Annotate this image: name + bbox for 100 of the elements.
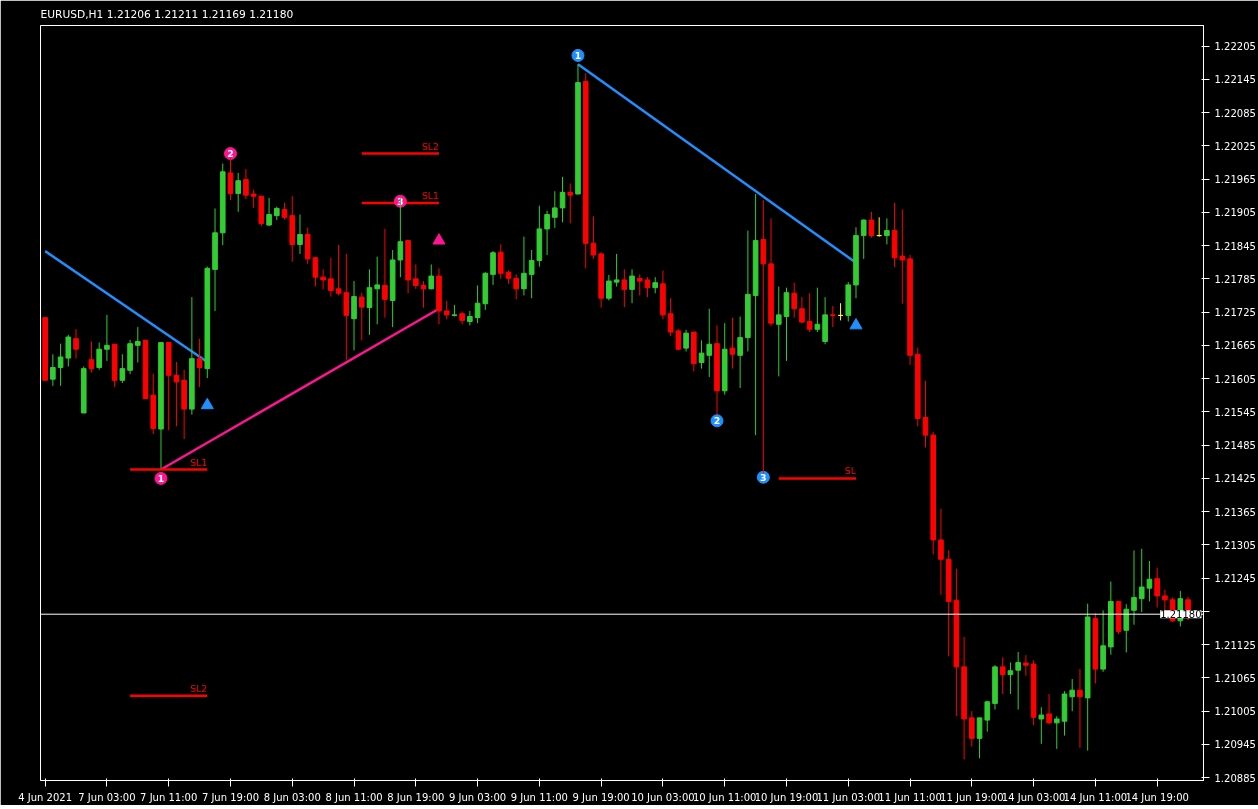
candlestick (969, 710, 975, 748)
series-label: 1 (157, 472, 165, 484)
y-tick-label: 1.22025 (1214, 140, 1256, 152)
y-tick-label: 1.20945 (1214, 739, 1256, 751)
y-tick-label: 1.21725 (1214, 307, 1256, 319)
candlestick (606, 274, 612, 301)
x-tick-label: 8 Jun 19:00 (387, 791, 445, 803)
x-tick-label: 9 Jun 11:00 (510, 791, 568, 803)
y-tick-label: 1.21245 (1214, 573, 1256, 585)
candlestick (266, 197, 272, 227)
candlestick (173, 361, 180, 427)
x-tick-label: 11 Jun 11:00 (878, 791, 942, 803)
candlestick (1069, 678, 1076, 712)
candlestick (96, 342, 103, 371)
x-tick-label: 8 Jun 11:00 (325, 791, 383, 803)
candlestick (50, 353, 56, 387)
candlestick (799, 296, 805, 324)
y-tick-label: 1.22205 (1214, 41, 1256, 53)
candlestick (868, 211, 875, 239)
series-label: SL1 (190, 456, 208, 468)
x-tick-label: 11 Jun 03:00 (816, 791, 881, 803)
candlestick (358, 292, 365, 341)
candlestick (443, 300, 450, 320)
candlestick (1046, 693, 1052, 725)
x-tick-label: 9 Jun 19:00 (572, 791, 630, 803)
x-tick-label: 11 Jun 19:00 (940, 791, 1004, 803)
candlestick (544, 210, 550, 256)
x-tick-label: 14 Jun 11:00 (1063, 791, 1128, 803)
chart-title: EURUSD,H1 1.21206 1.21211 1.21169 1.21180 (40, 7, 294, 21)
series-label: 1 (574, 49, 582, 61)
candlestick (814, 287, 821, 333)
candlestick (513, 273, 520, 300)
y-tick-label: 1.21965 (1214, 174, 1256, 186)
candlestick (938, 508, 944, 596)
candlestick (328, 257, 334, 298)
candlestick (567, 182, 574, 224)
candlestick (382, 228, 388, 319)
candlestick (412, 263, 419, 290)
candlestick (235, 172, 242, 213)
candlestick (644, 276, 651, 298)
candlestick (737, 316, 743, 389)
candlestick (830, 305, 836, 328)
y-tick-label: 1.21605 (1214, 373, 1256, 385)
candlestick (775, 286, 782, 377)
y-tick-label: 1.21125 (1214, 639, 1256, 651)
series-label: 3 (760, 471, 767, 483)
candlestick (922, 380, 929, 448)
series-label: 2 (227, 148, 234, 160)
candlestick (366, 268, 373, 336)
candlestick (88, 340, 95, 374)
candlestick (521, 236, 527, 296)
candlestick (860, 219, 867, 260)
candlestick (374, 256, 381, 325)
y-tick-label: 1.21425 (1214, 473, 1256, 485)
y-tick-label: 1.21845 (1214, 240, 1256, 252)
candlestick (1038, 706, 1045, 745)
candlestick (351, 280, 357, 351)
candlestick (729, 317, 736, 370)
x-tick-label: 9 Jun 03:00 (449, 791, 507, 803)
x-tick-label: 10 Jun 03:00 (631, 791, 695, 803)
candlestick (335, 244, 342, 296)
candlestick (397, 196, 404, 278)
candlestick (1053, 715, 1060, 750)
candlestick (1131, 549, 1137, 626)
y-tick-label: 1.21485 (1214, 440, 1256, 452)
y-tick-label: 1.22145 (1214, 74, 1256, 86)
candlestick (428, 263, 435, 290)
y-tick-label: 1.21905 (1214, 207, 1256, 219)
y-tick-label: 1.22085 (1214, 107, 1256, 119)
candlestick (250, 189, 257, 209)
x-tick-label: 4 Jun 2021 (18, 791, 73, 803)
candlestick (1100, 609, 1106, 673)
series-label: SL1 (421, 189, 440, 201)
candlestick (490, 250, 496, 286)
x-tick-label: 7 Jun 19:00 (201, 791, 260, 803)
candlestick (134, 326, 141, 364)
candlestick (999, 656, 1006, 695)
point (849, 317, 863, 330)
candlestick (320, 268, 326, 290)
candlestick (497, 243, 504, 280)
candlestick (613, 253, 620, 288)
y-tick-label: 1.21005 (1214, 706, 1256, 718)
series-label: SL2 (421, 140, 439, 152)
candlestick (884, 217, 890, 245)
candlestick (683, 329, 689, 352)
candlestick (636, 273, 643, 296)
y-tick-label: 1.21785 (1214, 273, 1256, 285)
candlestick (559, 176, 566, 223)
x-tick-label: 7 Jun 03:00 (78, 791, 136, 803)
candlestick (227, 156, 234, 201)
candlestick (1154, 567, 1160, 609)
y-tick-label: 1.21065 (1214, 672, 1256, 684)
point (432, 233, 446, 245)
candlestick (196, 338, 203, 388)
candlestick (806, 292, 813, 333)
y-tick-label: 1.21305 (1214, 539, 1256, 551)
x-tick-label: 14 Jun 19:00 (1125, 791, 1189, 803)
candlestick (1023, 654, 1029, 677)
x-tick-label: 8 Jun 03:00 (263, 791, 321, 803)
candlestick (1015, 651, 1021, 711)
